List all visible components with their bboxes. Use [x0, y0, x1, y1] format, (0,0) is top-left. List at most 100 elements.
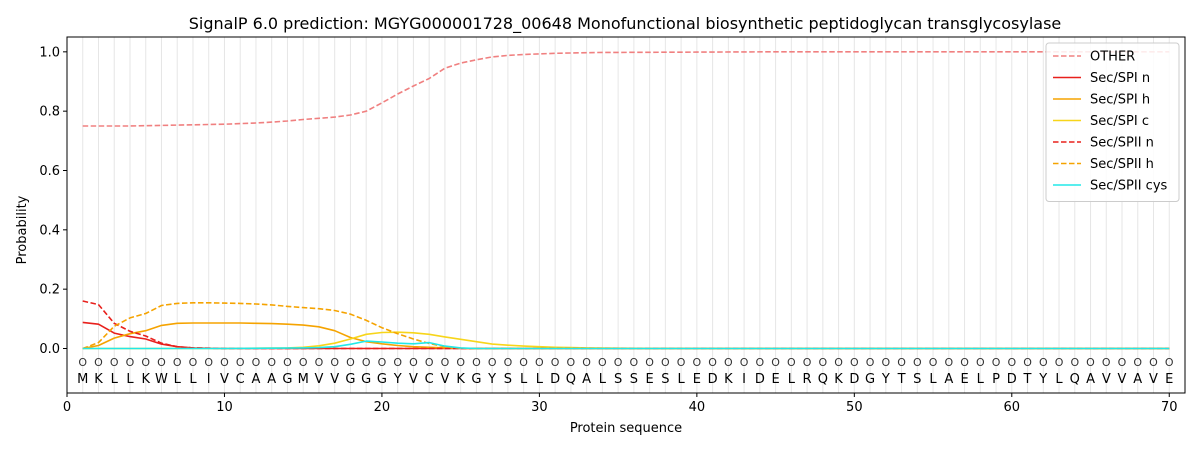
- residue-label: V: [330, 372, 339, 387]
- x-tick-label: 60: [1004, 400, 1021, 415]
- legend-label: Sec/SPII n: [1090, 136, 1154, 151]
- residue-label: S: [614, 372, 622, 387]
- residue-label: D: [550, 372, 560, 387]
- y-tick-label: 0.6: [39, 164, 60, 179]
- residue-label: V: [409, 372, 418, 387]
- residue-label: E: [646, 372, 654, 387]
- residue-label: T: [1023, 372, 1032, 387]
- y-tick-label: 0.0: [39, 342, 60, 357]
- legend: OTHER Sec/SPI n Sec/SPI h Sec/SPI c Sec/SPII…: [1045, 42, 1180, 202]
- residue-label: G: [471, 372, 481, 387]
- residue-label: L: [126, 372, 134, 387]
- residue-label: V: [314, 372, 323, 387]
- residue-label: K: [94, 372, 103, 387]
- region-label: O: [220, 356, 229, 369]
- region-label: O: [866, 356, 875, 369]
- region-label: O: [157, 356, 166, 369]
- region-label: O: [110, 356, 119, 369]
- residue-label: A: [1086, 372, 1095, 387]
- residue-label: T: [897, 372, 906, 387]
- residue-label: Q: [1070, 372, 1080, 387]
- residue-label: E: [1165, 372, 1173, 387]
- region-label: O: [1070, 356, 1079, 369]
- residue-label: M: [77, 372, 88, 387]
- grid-lines: [82, 37, 1170, 393]
- residue-label: L: [599, 372, 607, 387]
- residue-label: A: [944, 372, 953, 387]
- residue-label: L: [929, 372, 937, 387]
- residue-label: G: [282, 372, 292, 387]
- region-label: O: [1165, 356, 1174, 369]
- region-label: O: [897, 356, 906, 369]
- y-tick-label: 0.2: [39, 283, 60, 298]
- residue-label: V: [1149, 372, 1158, 387]
- legend-label: Sec/SPII cys: [1090, 179, 1168, 194]
- residue-label: C: [425, 372, 434, 387]
- x-tick-label: 30: [531, 400, 548, 415]
- region-label: O: [1133, 356, 1142, 369]
- region-label: O: [630, 356, 639, 369]
- region-label: O: [787, 356, 796, 369]
- region-label: O: [425, 356, 434, 369]
- region-label: O: [315, 356, 324, 369]
- region-label: O: [504, 356, 513, 369]
- region-label: O: [960, 356, 969, 369]
- residue-label: V: [440, 372, 449, 387]
- region-label: O: [598, 356, 607, 369]
- y-tick-label: 1.0: [39, 45, 60, 60]
- residue-label: Y: [487, 372, 496, 387]
- residue-label: G: [345, 372, 355, 387]
- region-label: O: [393, 356, 402, 369]
- legend-label: Sec/SPII h: [1090, 157, 1154, 172]
- region-label: O: [488, 356, 497, 369]
- residue-label: L: [788, 372, 796, 387]
- region-label: O: [881, 356, 890, 369]
- region-label: O: [1007, 356, 1016, 369]
- residue-label: A: [582, 372, 591, 387]
- region-label: O: [441, 356, 450, 369]
- residue-label: G: [361, 372, 371, 387]
- x-tick-label: 40: [689, 400, 706, 415]
- region-label: O: [378, 356, 387, 369]
- residue-label: E: [693, 372, 701, 387]
- residue-label: S: [661, 372, 669, 387]
- residue-label: C: [236, 372, 245, 387]
- region-label: O: [456, 356, 465, 369]
- region-label: O: [78, 356, 87, 369]
- series-line: [82, 300, 1170, 350]
- region-label: O: [661, 356, 670, 369]
- region-label: O: [834, 356, 843, 369]
- series-line: [82, 331, 1170, 350]
- region-label: O: [1086, 356, 1095, 369]
- residue-label: K: [834, 372, 843, 387]
- residue-label: G: [865, 372, 875, 387]
- sequence-labels: OMOKOLOLOKOWOLOLOIOVOCOAOAOGOMOVOVOGOGOG…: [77, 356, 1174, 387]
- residue-label: D: [755, 372, 765, 387]
- residue-label: L: [520, 372, 528, 387]
- region-label: O: [267, 356, 276, 369]
- region-label: O: [693, 356, 702, 369]
- region-label: O: [913, 356, 922, 369]
- residue-label: E: [771, 372, 779, 387]
- residue-label: K: [724, 372, 733, 387]
- region-label: O: [724, 356, 733, 369]
- series-layer: [82, 50, 1170, 350]
- region-label: O: [567, 356, 576, 369]
- region-label: O: [771, 356, 780, 369]
- residue-label: Q: [818, 372, 828, 387]
- region-label: O: [645, 356, 654, 369]
- residue-label: L: [977, 372, 985, 387]
- region-label: O: [330, 356, 339, 369]
- region-label: O: [614, 356, 623, 369]
- region-label: O: [252, 356, 261, 369]
- residue-label: L: [189, 372, 197, 387]
- region-label: O: [1118, 356, 1127, 369]
- region-label: O: [535, 356, 544, 369]
- residue-label: L: [677, 372, 685, 387]
- y-tick-label: 0.8: [39, 105, 60, 120]
- legend-label: Sec/SPI n: [1090, 71, 1150, 86]
- region-label: O: [803, 356, 812, 369]
- x-tick-label: 70: [1161, 400, 1178, 415]
- region-label: O: [299, 356, 308, 369]
